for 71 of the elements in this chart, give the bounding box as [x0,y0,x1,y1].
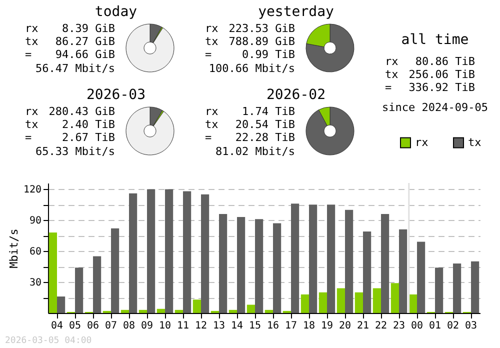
legend-label: tx [468,136,482,149]
x-tick-label: 19 [320,320,334,332]
x-tick-label: 04 [50,320,64,332]
text: tx [205,118,219,131]
text: 256.06 TiB [408,68,476,81]
x-tick-label: 06 [86,320,100,332]
text: tx [205,35,219,48]
text: rx [25,22,39,35]
text: = [385,81,392,94]
y-axis-title: Mbit/s [7,228,20,268]
text: rx [25,105,39,118]
x-tick-label: 11 [176,320,190,332]
x-tick-label: 02 [446,320,460,332]
text: = [25,48,32,61]
text: tx [25,118,39,131]
text: 8.39 GiB [62,22,116,35]
text: = [25,131,32,144]
text: 1.74 TiB [242,105,296,118]
x-tick-label: 09 [140,320,154,332]
x-tick-label: 13 [212,320,226,332]
x-tick-label: 20 [338,320,352,332]
x-tick-label: 17 [284,320,298,332]
text: 2.67 TiB [62,131,116,144]
text: 223.53 GiB [228,22,296,35]
x-tick-label: 16 [266,320,280,332]
chart-title: today [94,4,138,20]
x-tick-label: 15 [248,320,262,332]
legend-label: rx [415,136,429,149]
chart-title: 2026-03 [86,87,146,103]
text: 81.02 Mbit/s [216,145,295,158]
x-tick-label: 00 [410,320,424,332]
x-tick-label: 14 [230,320,244,332]
x-tick-label: 08 [122,320,136,332]
x-tick-label: 12 [194,320,208,332]
text: 65.33 Mbit/s [36,145,115,158]
x-tick-label: 05 [68,320,82,332]
x-tick-label: 10 [158,320,172,332]
x-tick-label: 01 [428,320,442,332]
text: 2.40 TiB [62,118,116,131]
x-tick-label: 21 [356,320,370,332]
x-tick-label: 18 [302,320,316,332]
text: rx [385,55,399,68]
y-tick-label: 30 [29,278,42,289]
text: 0.99 TiB [242,48,296,61]
text: 788.89 GiB [228,35,296,48]
text: tx [385,68,399,81]
text: tx [25,35,39,48]
text: = [205,131,212,144]
text: 56.47 Mbit/s [36,62,115,75]
y-tick-label: 90 [29,216,42,227]
text: since 2024-09-05 [382,101,488,114]
text: 280.43 GiB [48,105,116,118]
y-tick-label: 120 [23,184,42,196]
text: 100.66 Mbit/s [208,62,295,75]
x-tick-label: 07 [104,320,118,332]
text: rx [205,22,219,35]
text: 94.66 GiB [55,48,116,61]
text: all time [401,32,469,48]
text: 80.86 TiB [415,55,476,68]
text: = [205,48,212,61]
x-tick-label: 03 [464,320,478,332]
text: 22.28 TiB [235,131,296,144]
text: 86.27 GiB [55,35,116,48]
y-tick-label: 60 [29,246,42,258]
x-tick-label: 23 [392,320,406,332]
text: rx [205,105,219,118]
text: 336.92 TiB [408,81,476,94]
x-tick-label: 22 [374,320,388,332]
chart-title: 2026-02 [266,87,326,103]
text: 20.54 TiB [235,118,296,131]
chart-title: yesterday [258,4,334,20]
